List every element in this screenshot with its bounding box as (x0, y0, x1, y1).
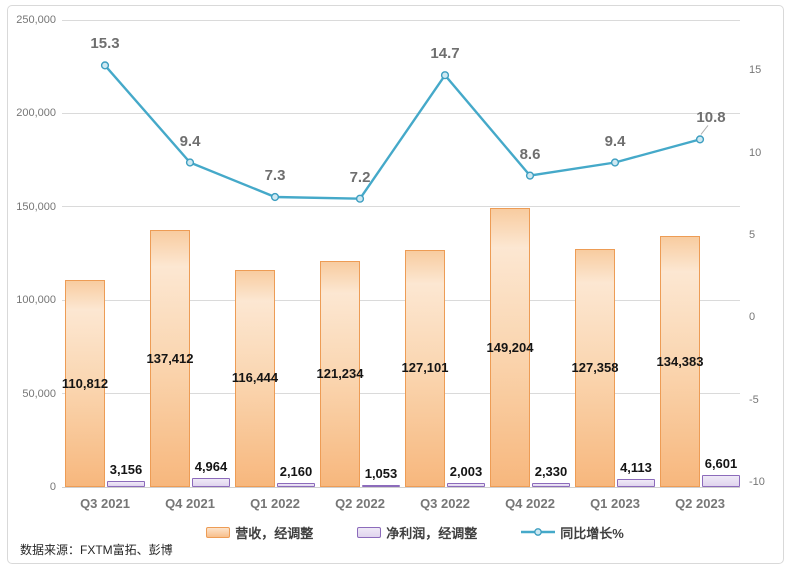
revenue-bar (405, 249, 445, 487)
legend-label-profit: 净利润，经调整 (386, 525, 478, 541)
secondary-axis-tick: 10 (749, 146, 762, 159)
category-label: Q3 2022 (420, 496, 470, 511)
revenue-bar (575, 249, 615, 487)
category-label: Q4 2022 (505, 496, 555, 511)
primary-axis-tick: 100,000 (16, 294, 56, 307)
gridline (62, 112, 740, 114)
growth-value-label: 14.7 (430, 45, 460, 63)
profit-bar (532, 482, 570, 487)
primary-axis-tick: 50,000 (22, 387, 56, 400)
revenue-bar (660, 236, 700, 487)
revenue-bar (65, 280, 105, 487)
legend-item-growth: 同比增长% (521, 523, 624, 542)
revenue-value-label: 110,812 (61, 375, 109, 391)
profit-value-label: 1,053 (364, 466, 398, 481)
primary-axis-tick: 250,000 (16, 14, 56, 26)
category-label: Q2 2022 (335, 496, 385, 511)
profit-value-label: 6,601 (704, 455, 738, 471)
growth-value-label: 9.4 (604, 132, 626, 150)
primary-axis-tick: 200,000 (16, 107, 56, 120)
profit-value-label: 2,330 (534, 463, 568, 479)
secondary-axis-tick: -5 (749, 393, 759, 406)
revenue-value-label: 121,234 (316, 365, 364, 381)
growth-value-label: 8.6 (519, 145, 541, 163)
revenue-swatch-icon (206, 526, 231, 538)
revenue-value-label: 116,444 (231, 370, 279, 386)
profit-bar (107, 481, 145, 487)
profit-value-label: 2,003 (449, 464, 483, 480)
growth-value-label: 7.3 (264, 167, 286, 184)
revenue-value-label: 149,204 (486, 339, 534, 355)
category-label: Q4 2021 (165, 496, 215, 511)
profit-value-label: 3,156 (109, 462, 143, 478)
category-label: Q1 2022 (250, 496, 300, 511)
legend-label-growth: 同比增长% (560, 525, 624, 541)
gridline (62, 486, 740, 488)
profit-bar (447, 483, 485, 487)
primary-axis-tick: 0 (49, 481, 56, 493)
revenue-bar (235, 269, 275, 487)
growth-value-label: 10.8 (696, 109, 726, 127)
revenue-bar (320, 260, 360, 487)
profit-bar (702, 474, 740, 487)
secondary-axis-tick: 5 (749, 228, 756, 241)
secondary-axis-tick: 0 (749, 311, 756, 324)
growth-value-label: 15.3 (90, 35, 120, 53)
legend-item-profit: 净利润，经调整 (357, 523, 477, 542)
profit-value-label: 4,113 (620, 460, 652, 476)
gridline (62, 393, 740, 395)
growth-value-label: 7.2 (349, 168, 371, 186)
secondary-axis-tick: 15 (749, 64, 762, 77)
profit-bar (192, 477, 230, 487)
growth-value-label: 9.4 (179, 132, 201, 150)
gridline (62, 206, 740, 208)
gridline (62, 299, 740, 301)
primary-axis-tick: 150,000 (16, 200, 56, 213)
profit-swatch-icon (357, 526, 382, 538)
source-note: 数据来源：FXTM富拓、彭博 (20, 543, 173, 557)
revenue-bar (490, 208, 530, 487)
profit-bar (617, 479, 655, 487)
gridline (62, 19, 740, 21)
legend-item-revenue: 营收，经调整 (206, 523, 313, 542)
profit-bar (277, 483, 315, 487)
category-label: Q3 2021 (80, 496, 130, 511)
legend: 营收，经调整 净利润，经调整 同比增长% (36, 523, 794, 541)
revenue-value-label: 137,412 (146, 350, 194, 366)
profit-value-label: 2,160 (279, 464, 313, 479)
revenue-value-label: 127,101 (401, 360, 449, 376)
category-label: Q2 2023 (675, 496, 725, 511)
revenue-bar (150, 230, 190, 487)
secondary-axis-tick: -10 (749, 475, 765, 488)
profit-bar (362, 485, 400, 487)
legend-label-revenue: 营收，经调整 (235, 525, 314, 541)
revenue-value-label: 127,358 (571, 360, 619, 375)
profit-value-label: 4,964 (194, 458, 228, 474)
category-label: Q1 2023 (590, 496, 640, 511)
growth-line-legend-icon (521, 528, 556, 536)
revenue-value-label: 134,383 (656, 353, 704, 369)
